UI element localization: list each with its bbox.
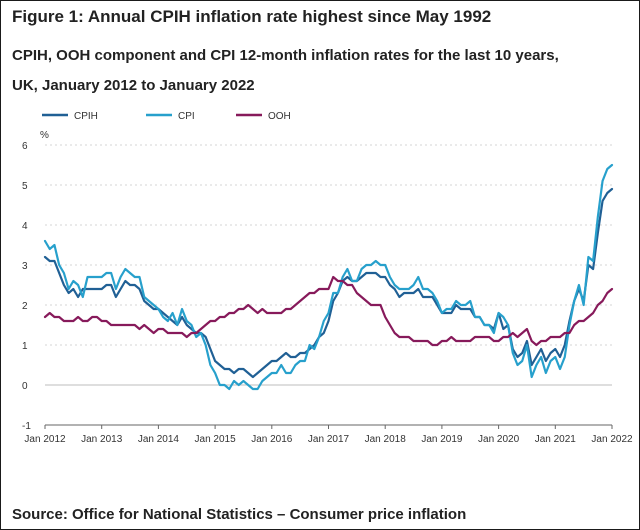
y-axis-unit-label: %: [40, 130, 49, 141]
chart-title: Figure 1: Annual CPIH inflation rate hig…: [12, 7, 492, 26]
legend-label-ooh: OOH: [268, 111, 291, 122]
y-tick-label: 3: [22, 261, 28, 272]
x-tick-label: Jan 2018: [365, 434, 407, 445]
x-tick-label: Jan 2022: [591, 434, 633, 445]
y-tick-label: 2: [22, 301, 28, 312]
gridlines: [45, 144, 612, 426]
x-tick-label: Jan 2013: [81, 434, 123, 445]
x-tick-label: Jan 2015: [195, 434, 237, 445]
axes: -1 0 1 2 3 4 5 6% Jan 2012 Jan 2013 Jan 2014 Jan 20…: [22, 130, 633, 445]
x-tick-label: Jan 2019: [421, 434, 463, 445]
legend-label-cpi: CPI: [178, 111, 195, 122]
source-note: Source: Office for National Statistics –…: [12, 506, 467, 523]
series-line-cpi: [43, 163, 614, 391]
y-tick-label: 6: [22, 141, 28, 152]
x-tick-label: Jan 2020: [478, 434, 520, 445]
chart-subtitle: CPIH, OOH component and CPI 12-month inf…: [12, 47, 559, 94]
legend-label-cpih: CPIH: [74, 111, 98, 122]
y-tick-label: 4: [22, 221, 28, 232]
series-lines: [43, 163, 614, 391]
x-tick-label: Jan 2017: [308, 434, 350, 445]
x-tick-label: Jan 2012: [24, 434, 66, 445]
series-line-cpih: [43, 187, 614, 379]
x-tick-label: Jan 2021: [535, 434, 577, 445]
y-tick-label: 5: [22, 181, 28, 192]
y-tick-label: 0: [22, 381, 28, 392]
y-tick-label: 1: [22, 341, 28, 352]
legend: CPIH CPI OOH: [42, 111, 291, 122]
y-tick-label: -1: [22, 421, 31, 432]
series-line-ooh: [43, 275, 614, 347]
x-tick-label: Jan 2014: [138, 434, 180, 445]
x-tick-label: Jan 2016: [251, 434, 293, 445]
